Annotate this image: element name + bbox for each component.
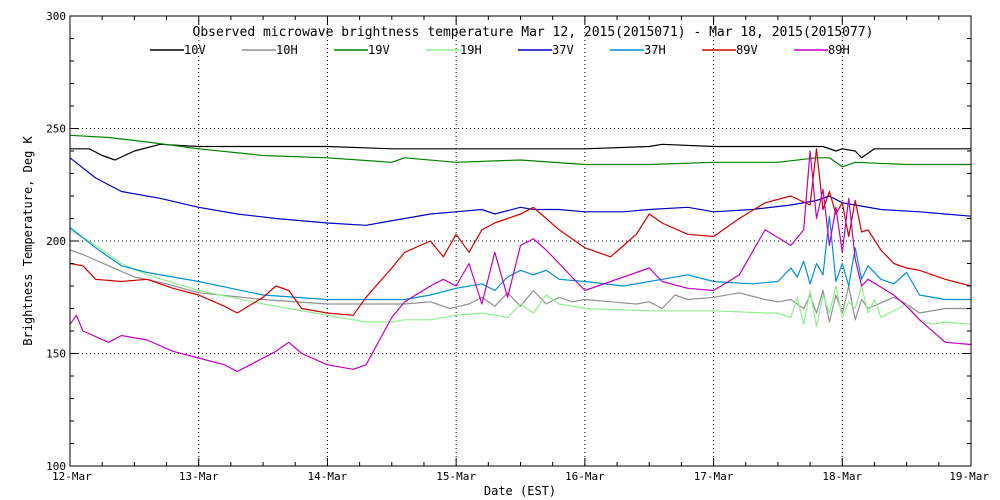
x-tick-label: 15-Mar xyxy=(436,470,476,483)
series-line-89h xyxy=(69,150,972,373)
x-tick-label: 19-Mar xyxy=(949,470,989,483)
legend-label-19h: 19H xyxy=(460,43,482,57)
y-tick-label: 250 xyxy=(46,123,66,136)
legend-label-19v: 19V xyxy=(368,43,390,57)
y-axis-title: Brightness Temperature, Deg K xyxy=(21,135,35,345)
legend-label-10v: 10V xyxy=(184,43,206,57)
series-line-19h xyxy=(69,229,972,328)
chart-title: Observed microwave brightness temperatur… xyxy=(193,25,874,40)
x-tick-label: 12-Mar xyxy=(52,470,92,483)
plot-frame xyxy=(69,15,972,467)
y-tick-label: 100 xyxy=(46,460,66,473)
x-tick-label: 13-Mar xyxy=(179,470,219,483)
series-line-37h xyxy=(69,215,971,301)
series-lines xyxy=(69,134,972,373)
legend-label-37v: 37V xyxy=(552,43,574,57)
legend-label-89v: 89V xyxy=(736,43,758,57)
legend-label-37h: 37H xyxy=(644,43,666,57)
legend: 10V 10H 19V 19H 37V 37H 89V 89H xyxy=(150,43,850,57)
grid xyxy=(70,16,971,466)
legend-label-89h: 89H xyxy=(828,43,850,57)
x-tick-label: 17-Mar xyxy=(694,470,734,483)
axis-ticks: 100 150 200 250 300 12-Mar 13-Mar 14-Mar 15-Mar 1… xyxy=(46,10,989,483)
series-line-10v xyxy=(70,143,971,161)
y-tick-label: 300 xyxy=(46,10,66,23)
x-axis-title: Date (EST) xyxy=(484,484,556,498)
y-tick-label: 200 xyxy=(46,235,66,248)
series-line-37v xyxy=(69,157,972,226)
y-tick-label: 150 xyxy=(46,348,66,361)
series-line-19v xyxy=(69,134,971,168)
x-tick-label: 18-Mar xyxy=(822,470,862,483)
x-tick-label: 16-Mar xyxy=(565,470,605,483)
x-tick-label: 14-Mar xyxy=(308,470,348,483)
series-line-89v xyxy=(69,148,972,316)
legend-label-10h: 10H xyxy=(276,43,298,57)
